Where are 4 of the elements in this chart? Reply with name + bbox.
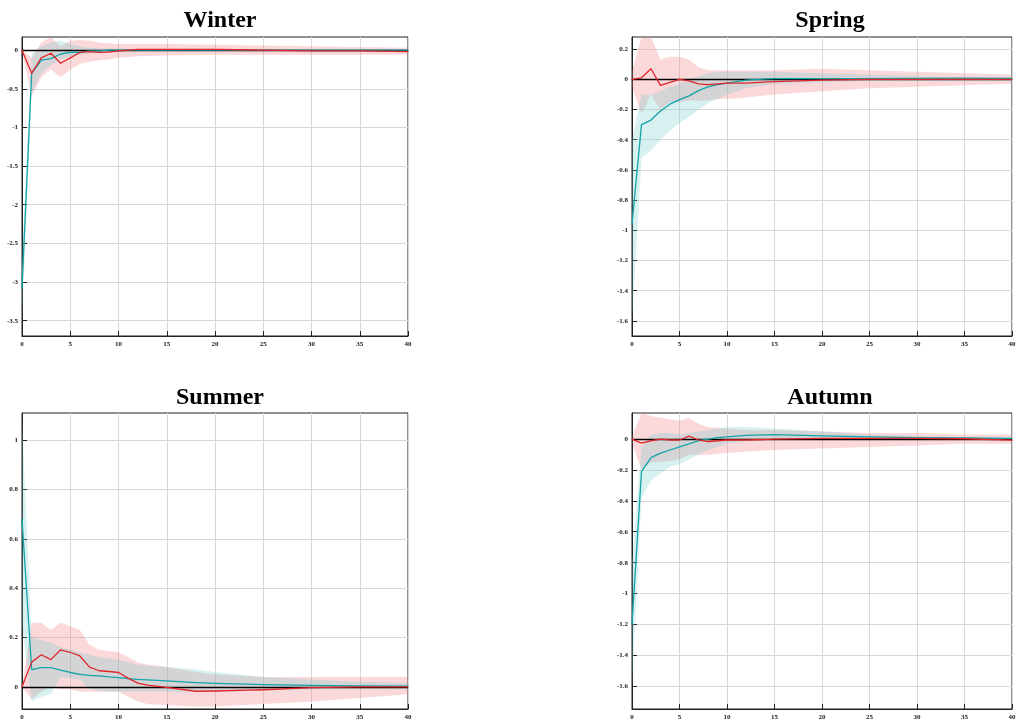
chart-title: Spring bbox=[795, 6, 865, 32]
chart-title: Autumn bbox=[787, 383, 873, 409]
chart-title: Summer bbox=[176, 383, 265, 409]
chart-title: Winter bbox=[183, 6, 257, 32]
